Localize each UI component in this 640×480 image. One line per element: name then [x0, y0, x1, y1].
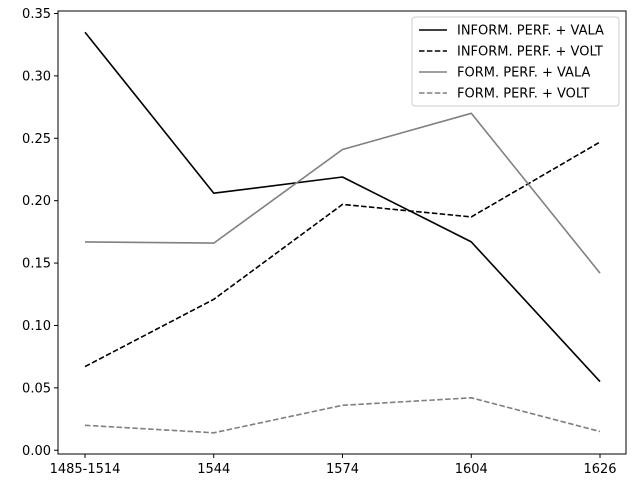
- series-line: [84, 141, 601, 368]
- y-tick-label: 0.15: [22, 257, 51, 272]
- legend-box: [411, 16, 620, 107]
- legend-label: INFORM. PERF. + VOLT: [457, 45, 603, 60]
- x-tick-label: 1574: [326, 462, 359, 477]
- x-axis: 1485-1514 1544 1574 1604 1626: [50, 454, 617, 477]
- x-tick-label: 1626: [583, 462, 616, 477]
- y-tick-label: 0.25: [22, 132, 51, 147]
- x-tick-label: 1544: [197, 462, 230, 477]
- series-line: [84, 112, 601, 274]
- series-lines: [84, 31, 601, 434]
- legend-label: FORM. PERF. + VOLT: [457, 87, 589, 102]
- legend: INFORM. PERF. + VALA INFORM. PERF. + VOLT…: [411, 16, 620, 107]
- series-line: [84, 396, 601, 434]
- y-tick-label: 0.05: [22, 381, 51, 396]
- x-tick-label: 1485-1514: [50, 462, 121, 477]
- legend-label: FORM. PERF. + VALA: [457, 66, 590, 81]
- plot-frame: [57, 10, 627, 455]
- y-tick-label: 0.35: [22, 7, 51, 22]
- y-tick-label: 0.30: [22, 69, 51, 84]
- x-tick-label: 1604: [455, 462, 488, 477]
- y-tick-label: 0.20: [22, 194, 51, 209]
- legend-label: INFORM. PERF. + VALA: [457, 24, 604, 39]
- y-axis: 0.00 0.05 0.10 0.15 0.20 0.25 0.30 0.35: [22, 7, 58, 459]
- y-tick-label: 0.00: [22, 444, 51, 459]
- y-tick-label: 0.10: [22, 319, 51, 334]
